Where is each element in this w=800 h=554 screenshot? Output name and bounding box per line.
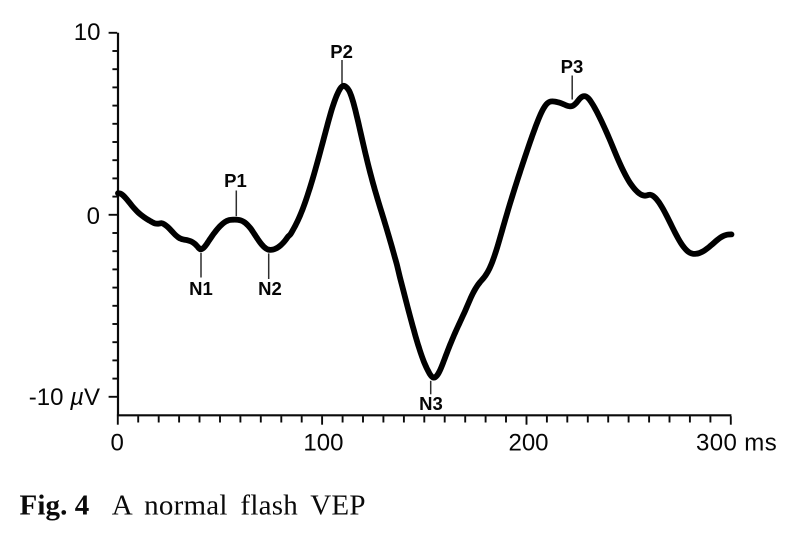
- svg-text:P2: P2: [330, 41, 353, 62]
- svg-text:0: 0: [111, 430, 124, 457]
- svg-text:300 ms: 300 ms: [696, 430, 777, 457]
- svg-text:Fig. 4A normal flash VEP: Fig. 4A normal flash VEP: [20, 490, 366, 522]
- svg-text:10: 10: [74, 19, 101, 46]
- svg-text:N2: N2: [258, 278, 282, 299]
- svg-text:-10 µV: -10 µV: [29, 384, 100, 411]
- svg-text:P3: P3: [561, 56, 584, 77]
- svg-text:100: 100: [303, 430, 343, 457]
- svg-text:N3: N3: [419, 393, 443, 414]
- svg-text:N1: N1: [189, 278, 213, 299]
- svg-text:P1: P1: [224, 170, 247, 191]
- svg-text:0: 0: [87, 203, 100, 230]
- svg-text:200: 200: [508, 430, 548, 457]
